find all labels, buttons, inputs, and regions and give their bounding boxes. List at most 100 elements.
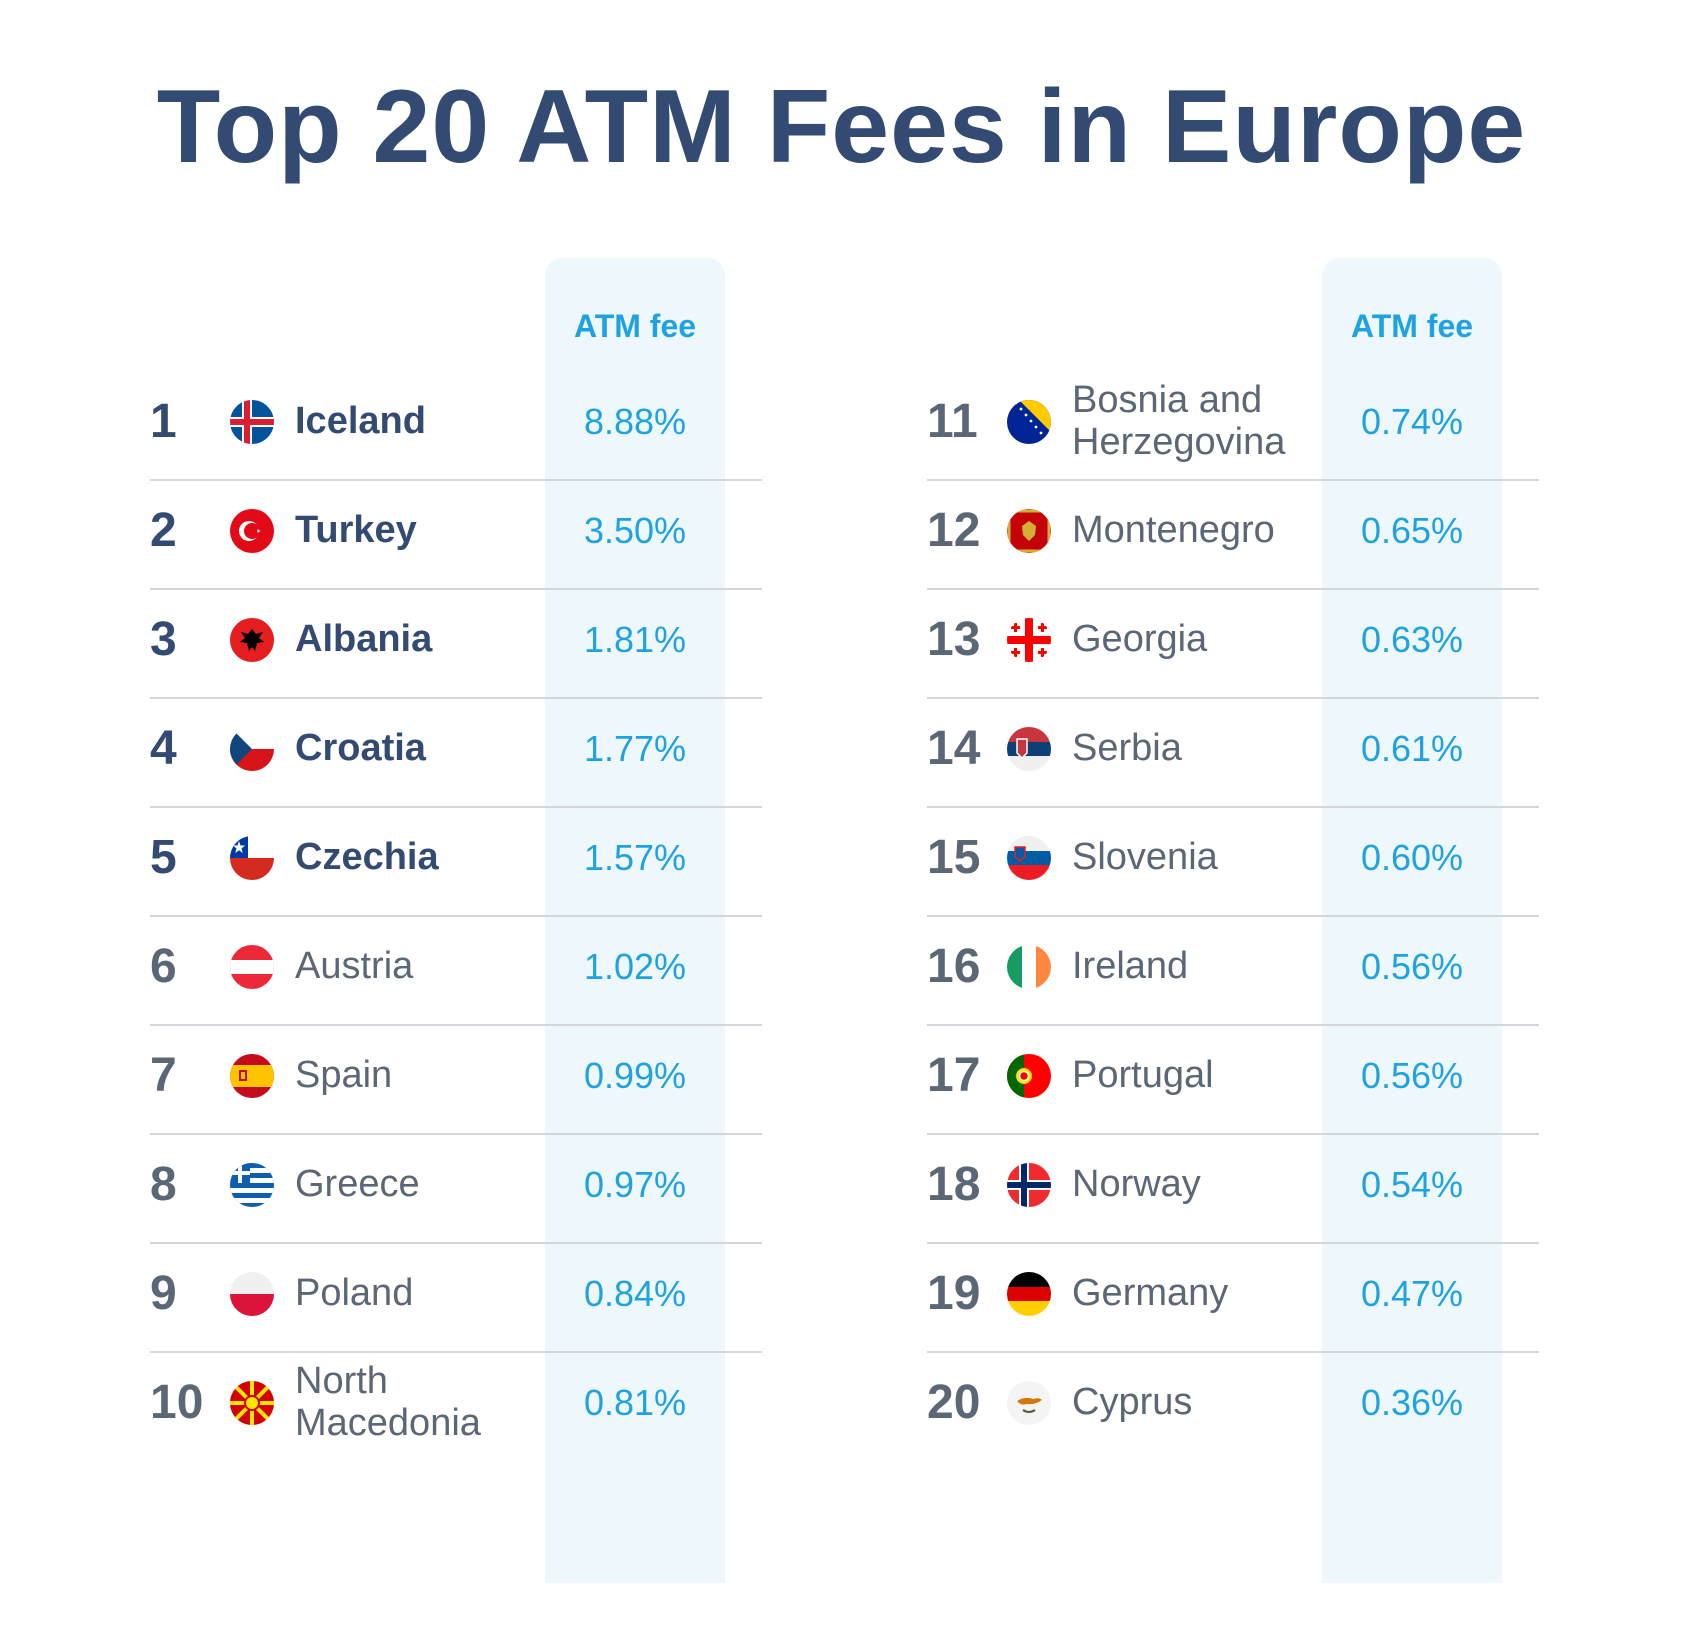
country-name: Germany bbox=[1072, 1272, 1229, 1315]
atm-fee-value: 0.99% bbox=[583, 1055, 687, 1096]
row-divider bbox=[150, 479, 762, 481]
fee-column-highlight bbox=[1322, 258, 1502, 1583]
georgia-flag-icon bbox=[1007, 618, 1051, 662]
table-row: 6 Austria 1.02% bbox=[150, 908, 762, 1026]
row-divider bbox=[150, 1242, 762, 1244]
albania-flag-icon bbox=[230, 618, 274, 662]
page-title: Top 20 ATM Fees in Europe bbox=[156, 69, 1527, 185]
table-row: 11 Bosnia and Herzegovina 0.74% bbox=[927, 363, 1539, 481]
country-name: Czechia bbox=[295, 836, 439, 879]
row-divider bbox=[150, 1024, 762, 1026]
table-row: 4 Croatia 1.77% bbox=[150, 690, 762, 808]
table-row: 9 Poland 0.84% bbox=[150, 1235, 762, 1353]
rank-number: 1 bbox=[150, 395, 177, 448]
atm-fee-value: 0.63% bbox=[1360, 619, 1464, 660]
norway-flag-icon bbox=[1007, 1163, 1051, 1207]
table-row: 7 Spain 0.99% bbox=[150, 1017, 762, 1135]
row-divider bbox=[927, 915, 1539, 917]
country-name: Cyprus bbox=[1072, 1381, 1193, 1424]
table-row: 16 Ireland 0.56% bbox=[927, 908, 1539, 1026]
fee-column-highlight bbox=[545, 258, 725, 1583]
column-header-atm-fee: ATM fee bbox=[573, 308, 697, 344]
atm-fee-value: 0.36% bbox=[1360, 1382, 1464, 1423]
table-row: 5 Czechia 1.57% bbox=[150, 799, 762, 917]
row-divider bbox=[927, 1242, 1539, 1244]
rank-number: 17 bbox=[927, 1049, 981, 1102]
czech-style-flag-icon bbox=[230, 727, 274, 771]
table-row: 12 Montenegro 0.65% bbox=[927, 472, 1539, 590]
country-name: Norway bbox=[1072, 1163, 1201, 1206]
country-name: Austria bbox=[295, 945, 414, 988]
ireland-flag-icon bbox=[1007, 945, 1051, 989]
table-row: 3 Albania 1.81% bbox=[150, 581, 762, 699]
atm-fee-value: 1.81% bbox=[583, 619, 687, 660]
cyprus-flag-icon bbox=[1007, 1381, 1051, 1425]
country-name: Croatia bbox=[295, 727, 426, 770]
atm-fee-value: 0.97% bbox=[583, 1164, 687, 1205]
row-divider bbox=[927, 697, 1539, 699]
country-name: Poland bbox=[295, 1272, 414, 1315]
country-name: Georgia bbox=[1072, 618, 1208, 661]
country-name: Bosnia and Herzegovina bbox=[1072, 379, 1286, 463]
greece-flag-icon bbox=[230, 1163, 274, 1207]
atm-fee-value: 3.50% bbox=[583, 510, 687, 551]
table-row: 8 Greece 0.97% bbox=[150, 1126, 762, 1244]
country-name: Portugal bbox=[1072, 1054, 1214, 1097]
row-divider bbox=[927, 588, 1539, 590]
rank-number: 15 bbox=[927, 831, 981, 884]
country-name: Turkey bbox=[295, 509, 417, 552]
rank-number: 13 bbox=[927, 613, 981, 666]
austria-flag-icon bbox=[230, 945, 274, 989]
table-row: 10 North Macedonia 0.81% bbox=[150, 1344, 762, 1462]
row-divider bbox=[927, 806, 1539, 808]
rank-number: 3 bbox=[150, 613, 177, 666]
table-row: 1 Iceland 8.88% bbox=[150, 363, 762, 481]
table-row: 2 Turkey 3.50% bbox=[150, 472, 762, 590]
ranking-table-right: ATM fee 11 Bosnia and Herzegovina 0.74% 12 M… bbox=[927, 258, 1539, 1583]
country-name: Ireland bbox=[1072, 945, 1189, 988]
column-header-atm-fee: ATM fee bbox=[1350, 308, 1474, 344]
country-name: Iceland bbox=[295, 400, 426, 443]
row-divider bbox=[927, 1024, 1539, 1026]
country-name: Slovenia bbox=[1072, 836, 1218, 879]
table-row: 20 Cyprus 0.36% bbox=[927, 1344, 1539, 1462]
serbia-flag-icon bbox=[1007, 727, 1051, 771]
rank-number: 10 bbox=[150, 1376, 204, 1429]
rank-number: 20 bbox=[927, 1376, 981, 1429]
north-macedonia-flag-icon bbox=[230, 1381, 274, 1425]
poland-flag-icon bbox=[230, 1272, 274, 1316]
portugal-flag-icon bbox=[1007, 1054, 1051, 1098]
atm-fee-value: 0.74% bbox=[1360, 401, 1464, 442]
rank-number: 18 bbox=[927, 1158, 981, 1211]
row-divider bbox=[150, 915, 762, 917]
atm-fee-value: 0.81% bbox=[583, 1382, 687, 1423]
spain-flag-icon bbox=[230, 1054, 274, 1098]
atm-fee-value: 0.54% bbox=[1360, 1164, 1464, 1205]
table-row: 19 Germany 0.47% bbox=[927, 1235, 1539, 1353]
atm-fee-value: 8.88% bbox=[583, 401, 687, 442]
atm-fee-value: 0.56% bbox=[1360, 946, 1464, 987]
atm-fee-value: 0.84% bbox=[583, 1273, 687, 1314]
ranking-table-left: ATM fee 1 Iceland 8.88% 2 Turkey 3.50% 3 Albani… bbox=[150, 258, 762, 1583]
rank-number: 8 bbox=[150, 1158, 177, 1211]
country-name: Greece bbox=[295, 1163, 420, 1206]
table-row: 17 Portugal 0.56% bbox=[927, 1017, 1539, 1135]
rank-number: 14 bbox=[927, 722, 981, 775]
row-divider bbox=[150, 1133, 762, 1135]
rank-number: 2 bbox=[150, 504, 177, 557]
atm-fee-value: 0.61% bbox=[1360, 728, 1464, 769]
country-name: Montenegro bbox=[1072, 509, 1275, 552]
country-name: Serbia bbox=[1072, 727, 1182, 770]
iceland-flag-icon bbox=[230, 400, 274, 444]
rank-number: 4 bbox=[150, 722, 177, 775]
rank-number: 16 bbox=[927, 940, 981, 993]
rank-number: 19 bbox=[927, 1267, 981, 1320]
table-row: 14 Serbia 0.61% bbox=[927, 690, 1539, 808]
atm-fee-value: 0.47% bbox=[1360, 1273, 1464, 1314]
atm-fee-value: 1.02% bbox=[583, 946, 687, 987]
country-name: Spain bbox=[295, 1054, 393, 1097]
row-divider bbox=[150, 588, 762, 590]
table-row: 13 Georgia 0.63% bbox=[927, 581, 1539, 699]
country-name: North Macedonia bbox=[295, 1360, 481, 1444]
row-divider bbox=[150, 697, 762, 699]
